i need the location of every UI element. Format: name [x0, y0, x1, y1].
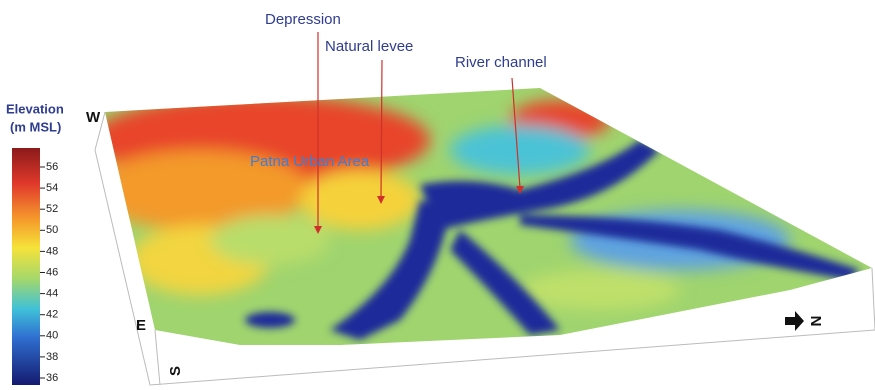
direction-label: S: [167, 366, 184, 376]
legend-subtitle: (m MSL): [10, 119, 61, 134]
annotation: Natural levee: [325, 38, 413, 55]
direction-label: N: [807, 316, 824, 327]
colorbar-tick-label: 54: [46, 182, 58, 194]
colorbar-tick-label: 44: [46, 288, 58, 300]
direction-label: W: [86, 109, 101, 126]
colorbar-tick-label: 52: [46, 203, 58, 215]
colorbar-tick-label: 38: [46, 351, 58, 363]
annotation: Depression: [265, 11, 341, 28]
colorbar-tick-label: 40: [46, 330, 58, 342]
colorbar-tick-label: 56: [46, 161, 58, 173]
colorbar-tick-label: 48: [46, 245, 58, 257]
north-arrow: [785, 311, 804, 331]
colorbar-tick-label: 50: [46, 224, 58, 236]
colorbar-tick-label: 36: [46, 372, 58, 384]
colorbar-tick-label: 42: [46, 309, 58, 321]
legend-title: Elevation: [6, 101, 64, 116]
colorbar: [12, 148, 40, 385]
area-label: Patna Urban Area: [250, 153, 370, 170]
direction-label: E: [136, 317, 146, 334]
colorbar-ticks: 56 54 52 50 48 46 44 42 40 38 36: [40, 161, 58, 384]
annotation: River channel: [455, 54, 547, 71]
terrain-figure: Elevation (m MSL) Depression Natural lev…: [0, 0, 875, 390]
colorbar-tick-label: 46: [46, 266, 58, 278]
terrain-surface: [90, 80, 875, 360]
